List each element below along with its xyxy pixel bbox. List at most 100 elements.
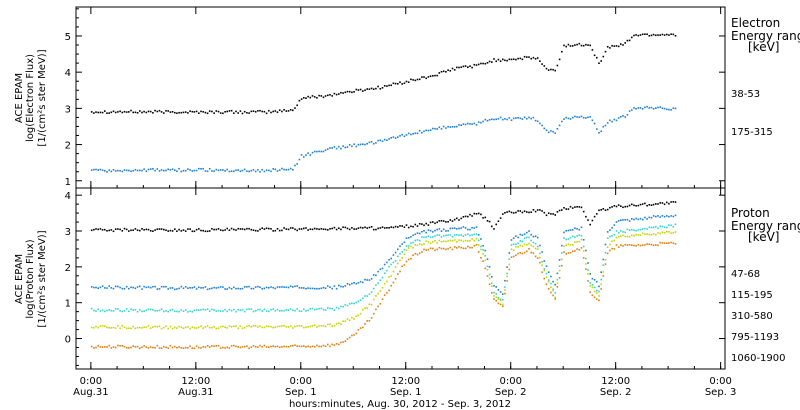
data-point — [394, 225, 397, 228]
data-point — [362, 308, 364, 311]
data-point — [674, 243, 677, 245]
data-point — [313, 324, 316, 326]
data-point — [652, 215, 655, 217]
data-point — [593, 279, 596, 281]
data-point — [438, 234, 441, 236]
data-point — [344, 146, 347, 149]
data-point — [641, 203, 644, 205]
data-point — [300, 98, 303, 100]
data-point — [639, 34, 642, 36]
data-point — [515, 58, 517, 61]
data-point — [429, 229, 432, 232]
data-point — [447, 69, 449, 71]
data-point — [259, 325, 261, 327]
data-point — [257, 326, 259, 328]
data-point — [517, 117, 519, 119]
data-point — [357, 300, 360, 303]
data-point — [563, 44, 565, 47]
data-point — [160, 111, 163, 113]
data-point — [261, 288, 263, 290]
data-point — [195, 169, 198, 172]
data-point — [589, 44, 591, 47]
data-point — [213, 112, 215, 114]
data-point — [327, 285, 329, 287]
data-point — [377, 270, 379, 273]
data-point — [521, 118, 524, 120]
data-point — [499, 116, 502, 119]
data-point — [399, 252, 401, 255]
data-point — [235, 110, 237, 113]
data-point — [97, 287, 99, 289]
xtick-time-label-0: 0:00 — [80, 376, 102, 387]
data-point — [139, 326, 141, 329]
data-point — [587, 44, 589, 46]
data-point — [561, 209, 563, 211]
xtick-time-label-4: 0:00 — [499, 376, 521, 387]
data-point — [318, 150, 320, 153]
data-point — [215, 110, 218, 112]
data-point — [121, 310, 124, 313]
data-point — [526, 211, 528, 213]
data-point — [250, 346, 253, 348]
data-point — [467, 228, 469, 231]
data-point — [342, 305, 344, 308]
data-point — [211, 287, 213, 290]
data-point — [136, 229, 139, 231]
data-point — [390, 84, 392, 87]
data-point — [554, 296, 556, 299]
data-point — [626, 244, 629, 246]
data-point — [191, 311, 194, 313]
data-point — [338, 227, 340, 229]
data-point — [526, 250, 528, 253]
data-point — [674, 201, 677, 203]
data-point — [606, 46, 609, 48]
data-point — [119, 286, 121, 289]
data-point — [211, 170, 213, 172]
data-point — [278, 286, 281, 288]
data-point — [569, 45, 572, 47]
data-point — [604, 124, 607, 127]
data-point — [464, 247, 467, 250]
data-point — [661, 215, 664, 217]
data-point — [510, 58, 513, 61]
data-point — [543, 65, 546, 67]
data-point — [613, 224, 616, 226]
data-point — [235, 345, 237, 348]
data-point — [410, 225, 412, 228]
data-point — [558, 269, 561, 272]
data-point — [375, 228, 377, 231]
data-point — [475, 64, 478, 66]
data-point — [340, 91, 342, 94]
data-point — [324, 149, 327, 151]
data-point — [156, 344, 159, 347]
data-point — [335, 93, 338, 96]
data-point — [571, 250, 574, 253]
data-point — [580, 247, 583, 249]
data-point — [278, 325, 281, 328]
data-point — [580, 115, 583, 118]
data-point — [114, 346, 117, 349]
data-point — [305, 154, 307, 156]
data-point — [484, 255, 487, 257]
data-point — [536, 209, 539, 211]
data-point — [272, 230, 274, 232]
data-point — [189, 327, 191, 330]
data-point — [338, 284, 340, 287]
data-point — [532, 235, 535, 238]
data-point — [453, 234, 456, 236]
data-point — [333, 285, 336, 287]
data-point — [287, 346, 290, 348]
data-point — [202, 111, 204, 113]
data-point — [429, 242, 432, 244]
data-point — [587, 116, 589, 119]
data-point — [213, 345, 215, 347]
data-point — [442, 228, 445, 231]
data-point — [552, 68, 554, 71]
data-point — [429, 75, 432, 77]
data-point — [375, 87, 377, 90]
data-point — [596, 292, 598, 294]
data-point — [95, 310, 97, 313]
data-point — [174, 345, 176, 348]
data-point — [316, 326, 318, 328]
data-point — [366, 307, 368, 309]
